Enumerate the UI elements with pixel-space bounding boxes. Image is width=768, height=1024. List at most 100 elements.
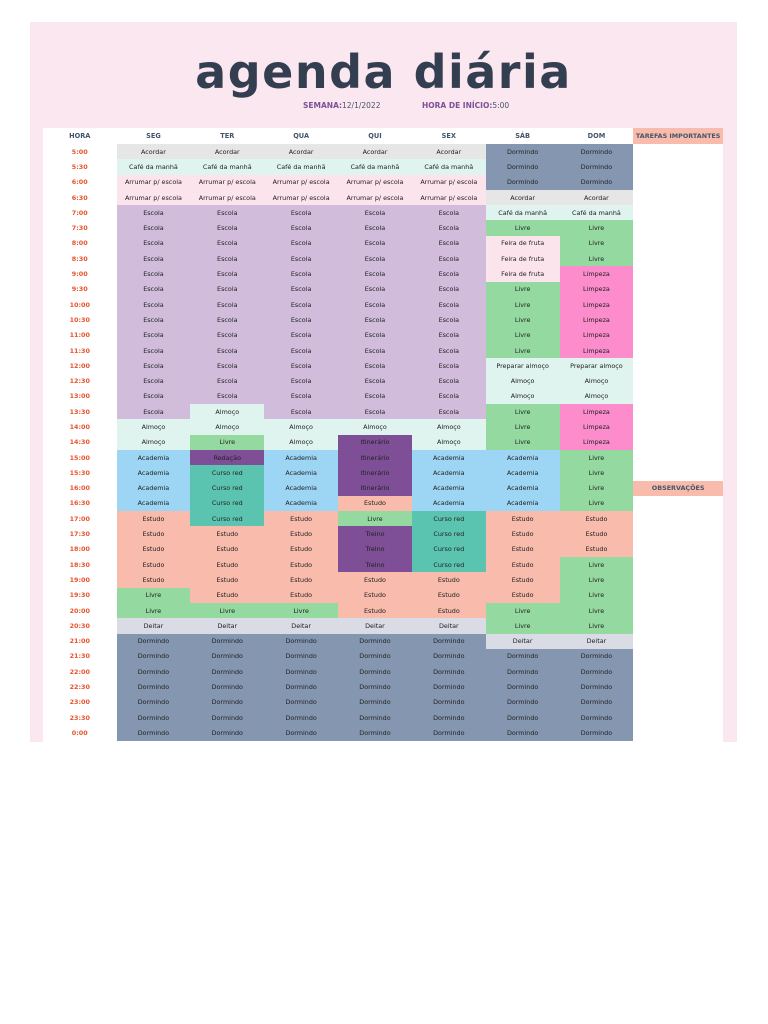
side-notes-cell[interactable] bbox=[633, 449, 723, 466]
activity-cell[interactable]: Livre bbox=[485, 220, 560, 236]
activity-cell[interactable]: Escola bbox=[116, 281, 191, 297]
activity-cell[interactable]: Escola bbox=[411, 358, 486, 374]
activity-cell[interactable]: Livre bbox=[485, 296, 560, 313]
activity-cell[interactable]: Escola bbox=[264, 251, 339, 267]
activity-cell[interactable]: Estudo bbox=[485, 541, 560, 558]
activity-cell[interactable]: Livre bbox=[264, 602, 339, 619]
activity-cell[interactable]: Escola bbox=[264, 358, 339, 374]
activity-cell[interactable]: Estudo bbox=[116, 541, 191, 558]
activity-cell[interactable]: Livre bbox=[559, 572, 634, 588]
activity-cell[interactable]: Escola bbox=[116, 312, 191, 328]
activity-cell[interactable]: Dormindo bbox=[338, 648, 412, 665]
activity-cell[interactable]: Café da manhã bbox=[264, 159, 339, 175]
activity-cell[interactable]: Estudo bbox=[190, 541, 265, 558]
activity-cell[interactable]: Academia bbox=[411, 495, 486, 512]
side-notes-cell[interactable] bbox=[633, 434, 723, 450]
activity-cell[interactable]: Academia bbox=[264, 480, 339, 496]
activity-cell[interactable]: Escola bbox=[338, 312, 412, 328]
activity-cell[interactable]: Acordar bbox=[559, 189, 634, 206]
activity-cell[interactable]: Dormindo bbox=[338, 664, 412, 680]
side-notes-cell[interactable] bbox=[633, 342, 723, 359]
activity-cell[interactable]: Escola bbox=[264, 220, 339, 236]
activity-cell[interactable]: Estudo bbox=[264, 511, 339, 527]
activity-cell[interactable]: Dormindo bbox=[485, 159, 560, 175]
activity-cell[interactable]: Dormindo bbox=[116, 694, 191, 710]
activity-cell[interactable]: Livre bbox=[190, 434, 265, 450]
activity-cell[interactable]: Dormindo bbox=[411, 679, 486, 695]
activity-cell[interactable]: Dormindo bbox=[116, 633, 191, 649]
activity-cell[interactable]: Escola bbox=[116, 205, 191, 221]
activity-cell[interactable]: Dormindo bbox=[559, 144, 634, 160]
activity-cell[interactable]: Almoço bbox=[116, 419, 191, 435]
activity-cell[interactable]: Escola bbox=[338, 327, 412, 343]
activity-cell[interactable]: Café da manhã bbox=[338, 159, 412, 175]
activity-cell[interactable]: Deitar bbox=[190, 618, 265, 634]
activity-cell[interactable]: Dormindo bbox=[264, 679, 339, 695]
activity-cell[interactable]: Escola bbox=[190, 327, 265, 343]
side-notes-cell[interactable] bbox=[633, 327, 723, 343]
side-notes-cell[interactable] bbox=[633, 541, 723, 558]
activity-cell[interactable]: Livre bbox=[559, 618, 634, 634]
activity-cell[interactable]: Estudo bbox=[559, 511, 634, 527]
activity-cell[interactable]: Escola bbox=[190, 235, 265, 252]
side-notes-cell[interactable] bbox=[633, 618, 723, 634]
activity-cell[interactable]: Estudo bbox=[338, 572, 412, 588]
side-notes-cell[interactable] bbox=[633, 633, 723, 649]
side-notes-cell[interactable] bbox=[633, 144, 723, 160]
activity-cell[interactable]: Limpeza bbox=[559, 296, 634, 313]
activity-cell[interactable]: Escola bbox=[190, 373, 265, 389]
activity-cell[interactable]: Academia bbox=[264, 495, 339, 512]
side-notes-cell[interactable] bbox=[633, 495, 723, 512]
activity-cell[interactable]: Curso red bbox=[411, 541, 486, 558]
activity-cell[interactable]: Limpeza bbox=[559, 434, 634, 450]
activity-cell[interactable]: Preparar almoço bbox=[485, 358, 560, 374]
activity-cell[interactable]: Escola bbox=[190, 251, 265, 267]
activity-cell[interactable]: Livre bbox=[485, 281, 560, 297]
activity-cell[interactable]: Almoço bbox=[190, 404, 265, 420]
activity-cell[interactable]: Escola bbox=[190, 205, 265, 221]
activity-cell[interactable]: Preparar almoço bbox=[559, 358, 634, 374]
activity-cell[interactable]: Livre bbox=[116, 602, 191, 619]
activity-cell[interactable]: Dormindo bbox=[338, 694, 412, 710]
activity-cell[interactable]: Dormindo bbox=[190, 694, 265, 710]
activity-cell[interactable]: Escola bbox=[411, 296, 486, 313]
activity-cell[interactable]: Treino bbox=[338, 526, 412, 542]
side-notes-cell[interactable] bbox=[633, 189, 723, 206]
activity-cell[interactable]: Escola bbox=[116, 220, 191, 236]
activity-cell[interactable]: Dormindo bbox=[338, 709, 412, 726]
activity-cell[interactable]: Escola bbox=[264, 205, 339, 221]
activity-cell[interactable]: Arrumar p/ escola bbox=[116, 174, 191, 190]
activity-cell[interactable]: Dormindo bbox=[190, 725, 265, 741]
activity-cell[interactable]: Deitar bbox=[338, 618, 412, 634]
activity-cell[interactable]: Dormindo bbox=[190, 648, 265, 665]
activity-cell[interactable]: Dormindo bbox=[485, 694, 560, 710]
activity-cell[interactable]: Estudo bbox=[485, 557, 560, 573]
activity-cell[interactable]: Escola bbox=[411, 342, 486, 359]
activity-cell[interactable]: Almoço bbox=[264, 419, 339, 435]
activity-cell[interactable]: Arrumar p/ escola bbox=[338, 174, 412, 190]
activity-cell[interactable]: Estudo bbox=[264, 587, 339, 603]
activity-cell[interactable]: Estudo bbox=[264, 557, 339, 573]
activity-cell[interactable]: Escola bbox=[338, 373, 412, 389]
activity-cell[interactable]: Arrumar p/ escola bbox=[264, 189, 339, 206]
activity-cell[interactable]: Estudo bbox=[411, 602, 486, 619]
side-notes-cell[interactable] bbox=[633, 679, 723, 695]
activity-cell[interactable]: Dormindo bbox=[485, 648, 560, 665]
activity-cell[interactable]: Estudo bbox=[116, 572, 191, 588]
activity-cell[interactable]: Arrumar p/ escola bbox=[116, 189, 191, 206]
activity-cell[interactable]: Escola bbox=[116, 327, 191, 343]
activity-cell[interactable]: Limpeza bbox=[559, 266, 634, 282]
activity-cell[interactable]: Escola bbox=[264, 266, 339, 282]
activity-cell[interactable]: Escola bbox=[116, 388, 191, 405]
activity-cell[interactable]: Dormindo bbox=[485, 664, 560, 680]
activity-cell[interactable]: Escola bbox=[116, 296, 191, 313]
activity-cell[interactable]: Almoço bbox=[485, 388, 560, 405]
activity-cell[interactable]: Dormindo bbox=[559, 679, 634, 695]
activity-cell[interactable]: Livre bbox=[559, 480, 634, 496]
activity-cell[interactable]: Estudo bbox=[264, 541, 339, 558]
side-notes-cell[interactable] bbox=[633, 220, 723, 236]
activity-cell[interactable]: Livre bbox=[485, 404, 560, 420]
activity-cell[interactable]: Estudo bbox=[338, 495, 412, 512]
activity-cell[interactable]: Arrumar p/ escola bbox=[190, 174, 265, 190]
activity-cell[interactable]: Escola bbox=[411, 281, 486, 297]
